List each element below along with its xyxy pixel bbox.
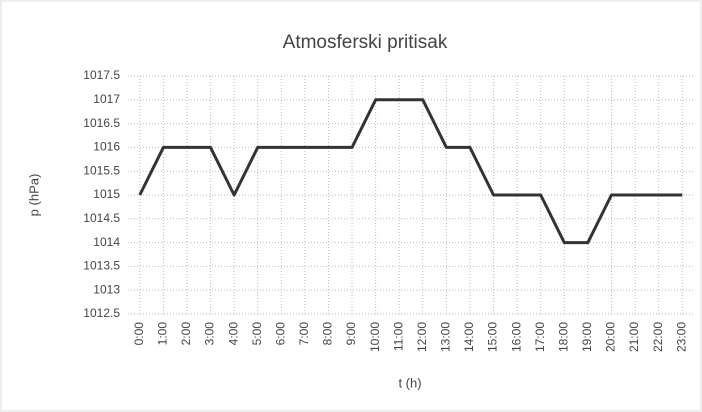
- x-tick-label: 4:00: [226, 322, 240, 346]
- x-tick-label: 21:00: [627, 322, 641, 352]
- y-tick-label: 1017.5: [83, 68, 120, 82]
- y-tick-label: 1015.5: [83, 163, 120, 177]
- x-tick-label: 22:00: [651, 322, 665, 352]
- y-tick-label: 1014: [93, 235, 120, 249]
- x-tick-label: 2:00: [179, 322, 193, 346]
- x-tick-label: 12:00: [415, 322, 429, 352]
- x-tick-label: 11:00: [391, 322, 405, 351]
- x-tick-label: 14:00: [462, 322, 476, 352]
- y-tick-label: 1012.5: [83, 306, 120, 320]
- x-tick-label: 10:00: [368, 322, 382, 352]
- x-tick-label: 20:00: [604, 322, 618, 352]
- line-series: [138, 98, 683, 245]
- x-tick-label: 18:00: [556, 322, 570, 352]
- x-tick-label: 8:00: [321, 322, 335, 346]
- x-tick-label: 0:00: [132, 322, 146, 346]
- y-tick-label: 1013.5: [83, 259, 120, 273]
- x-tick-label: 9:00: [344, 322, 358, 346]
- y-tick-label: 1015: [93, 187, 120, 201]
- y-tick-label: 1014.5: [83, 211, 120, 225]
- x-tick-label: 16:00: [509, 322, 523, 352]
- x-axis-label: t (h): [398, 375, 421, 390]
- y-tick-label: 1017: [93, 92, 120, 106]
- x-tick-label: 17:00: [533, 322, 547, 352]
- y-tick-label: 1016.5: [83, 116, 120, 130]
- x-tick-label: 7:00: [297, 322, 311, 346]
- x-tick-label: 5:00: [250, 322, 264, 346]
- chart-title: Atmosferski pritisak: [283, 32, 448, 53]
- x-tick-label: 13:00: [439, 322, 453, 352]
- x-tick-label: 1:00: [156, 322, 170, 346]
- x-tick-label: 15:00: [486, 322, 500, 352]
- x-tick-label: 3:00: [203, 322, 217, 346]
- y-axis-label: p (hPa): [26, 174, 41, 217]
- x-tick-label: 6:00: [273, 322, 287, 346]
- x-tick-label: 19:00: [580, 322, 594, 352]
- y-tick-label: 1013: [93, 282, 120, 296]
- y-tick-label: 1016: [93, 140, 120, 154]
- x-tick-label: 23:00: [674, 322, 688, 352]
